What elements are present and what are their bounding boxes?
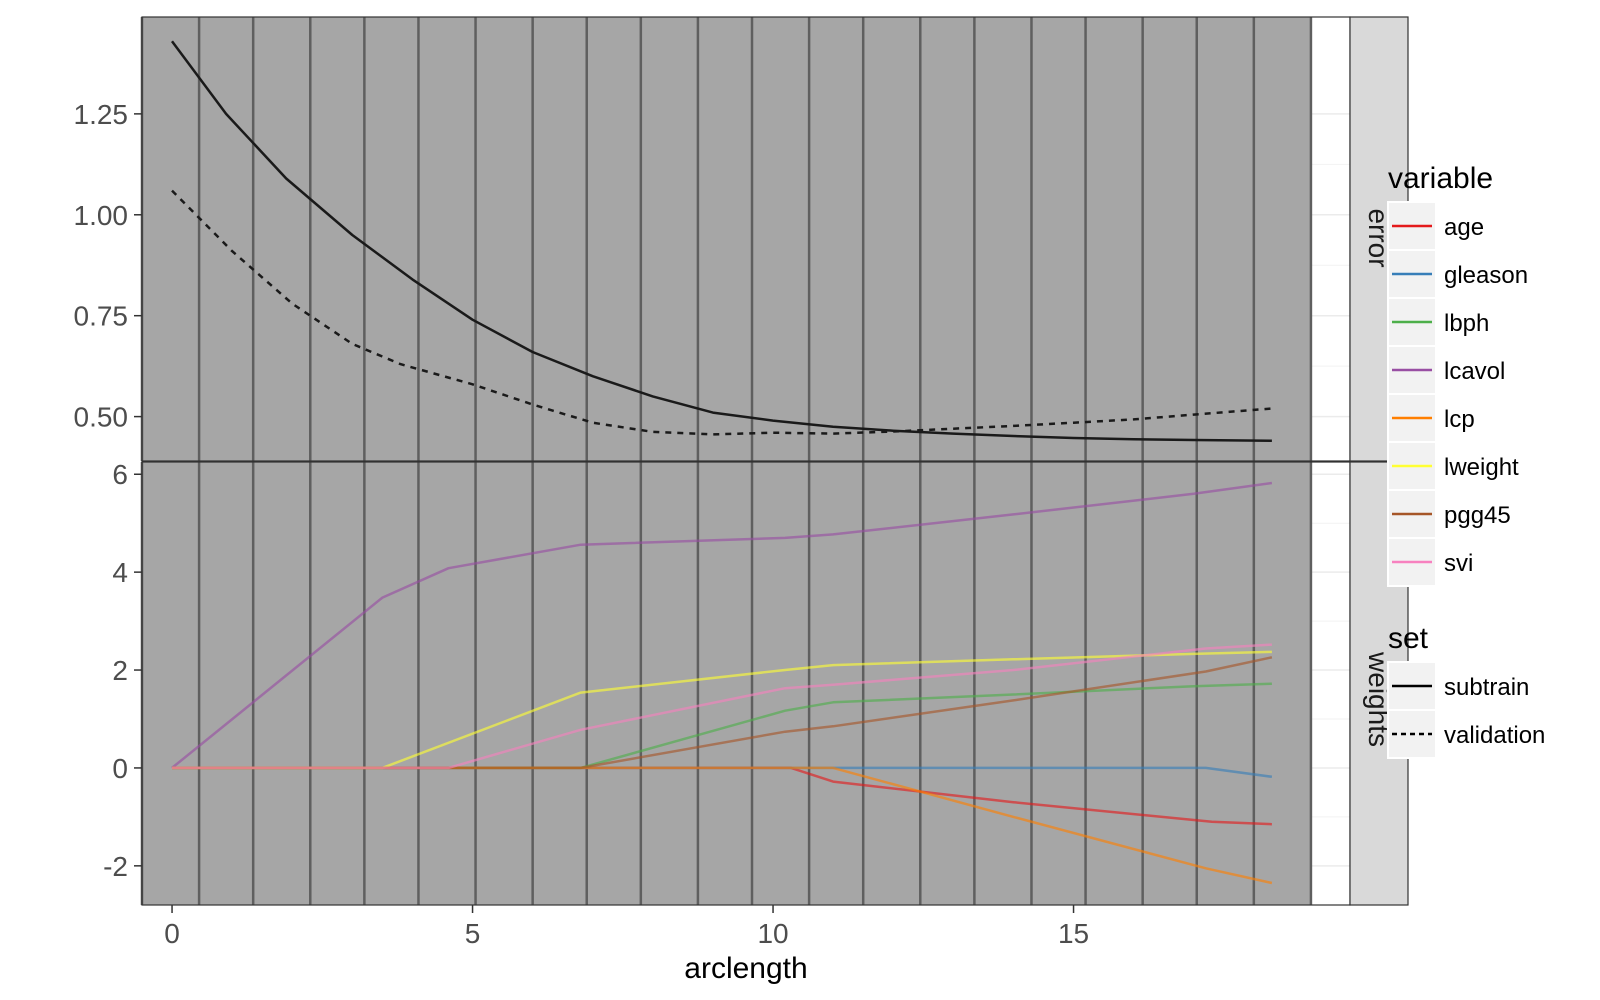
series-line-svi: [172, 643, 1272, 770]
legend-label: validation: [1444, 722, 1545, 749]
legend-set: set subtrain validation: [1387, 622, 1545, 759]
legend-label: subtrain: [1444, 674, 1529, 701]
y-tick-label: -2: [103, 851, 128, 882]
x-tick-label: 10: [757, 918, 788, 949]
y-tick-label: 0: [112, 753, 128, 784]
shaded-region: [142, 17, 1311, 461]
y-tick-label: 0.50: [74, 402, 129, 433]
legend-label: lweight: [1444, 454, 1519, 481]
legend-label: lcp: [1444, 406, 1475, 433]
legend-label: pgg45: [1444, 502, 1511, 529]
x-axis-title: arclength: [684, 952, 807, 985]
series-line-lweight: [172, 650, 1272, 770]
legend-title: variable: [1388, 162, 1493, 195]
legend-label: svi: [1444, 550, 1473, 577]
series-line-lcavol: [171, 481, 1273, 769]
x-tick-label: 5: [465, 918, 481, 949]
legend-label: gleason: [1444, 262, 1528, 289]
series-line-lcp: [172, 766, 1273, 885]
y-tick-label: 1.25: [74, 99, 129, 130]
legend-label: lbph: [1444, 310, 1489, 337]
y-tick-label: 4: [112, 557, 128, 588]
y-tick-label: 0.75: [74, 301, 129, 332]
series-line-subtrain: [170, 40, 1272, 443]
x-tick-label: 15: [1058, 918, 1089, 949]
y-tick-label: 1.00: [74, 200, 129, 231]
y-tick-label: 2: [112, 655, 128, 686]
x-tick-label: 0: [164, 918, 180, 949]
series-line-pgg45: [172, 656, 1273, 770]
y-tick-label: 6: [112, 459, 128, 490]
legend-label: lcavol: [1444, 358, 1505, 385]
series-line-validation: [171, 189, 1272, 436]
legend-label: age: [1444, 214, 1484, 241]
legend-variable: variable age gleason lbph lcavol lcp lweight pg…: [1387, 162, 1528, 587]
legend-title: set: [1388, 622, 1429, 655]
shaded-region: [142, 462, 1311, 905]
